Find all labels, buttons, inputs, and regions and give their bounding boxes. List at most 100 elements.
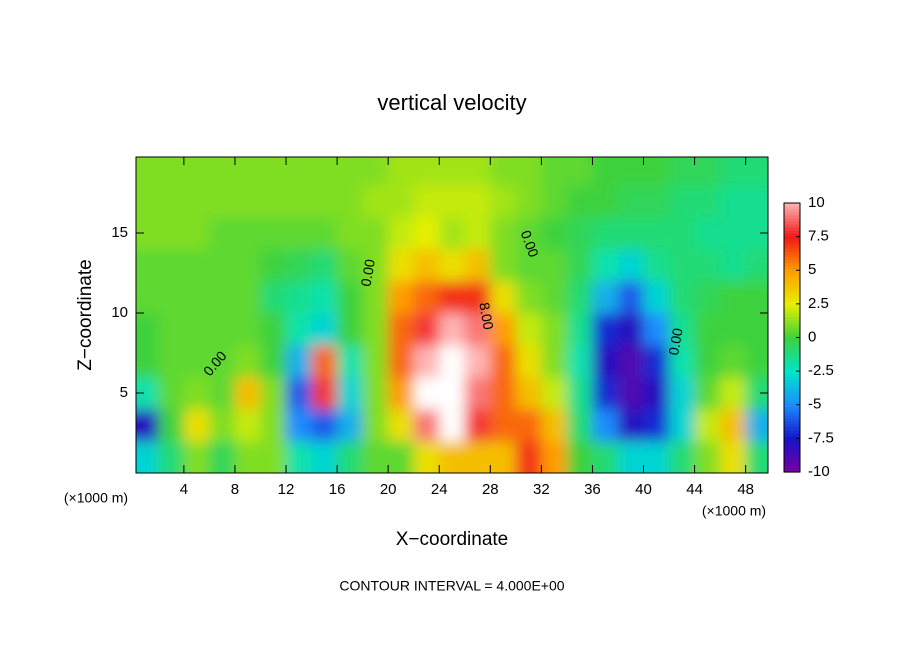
field-cell [413,345,440,378]
colorbar-swatch [784,316,800,321]
field-cell [541,217,568,250]
field-cell [158,345,185,378]
colorbar-swatch [784,397,800,401]
field-cell [515,377,542,410]
field-cell [260,157,287,186]
field-cell [311,345,338,378]
field-cell [234,441,261,473]
field-cell [413,281,440,314]
field-cell [413,377,440,410]
field-cell [388,185,415,218]
colorbar-tick-label: -10 [808,463,830,480]
overlay: 4 8 12 16 20 24 28 32 36 40 44 48510150.000.000.008… [111,157,834,498]
field-cell [183,281,210,314]
field-cell [490,157,517,186]
field-cell [515,281,542,314]
field-cell [643,185,670,218]
field-cell [337,345,364,378]
colorbar-tick-label: 0 [808,328,816,345]
field-cell [439,409,466,442]
field-cell [617,345,645,378]
plot-area [136,157,768,473]
x-tick-label: 4 [180,481,188,498]
field-cell [439,185,466,218]
colorbar-swatch [784,466,800,470]
field-cell [720,217,747,250]
colorbar-swatch [784,379,800,383]
colorbar-swatch [784,328,800,333]
field-cell [337,217,364,250]
field-cell [592,249,619,282]
field-cell [541,281,568,314]
field-cell [669,313,696,346]
field-cell [439,217,466,250]
field-cell [362,281,389,314]
field-cell [260,217,287,250]
field-cell [311,409,338,442]
field-cell [362,313,389,346]
colorbar-swatch [784,292,800,297]
colorbar-swatch [784,451,800,455]
field-cell [158,217,185,250]
colorbar-swatch [784,346,800,351]
field-cell [234,345,261,378]
colorbar-tick-label: -5 [808,396,821,413]
field-cell [183,377,210,410]
colorbar-swatch [784,439,800,443]
colorbar-swatch [784,340,800,345]
field-cell [183,249,210,282]
colorbar-swatch [784,226,800,231]
field-cell [490,185,517,218]
x-tick-label: 20 [380,481,397,498]
colorbar-swatch [784,433,800,437]
x-tick-label: 40 [635,481,652,498]
colorbar-swatch [784,217,800,222]
field-cell [362,377,389,410]
field-cell [694,377,721,410]
field-cell [311,217,338,250]
colorbar-swatch [784,358,800,363]
field-cell [720,281,747,314]
field-cell [643,377,670,410]
field-cell [234,249,261,282]
field-cell [234,409,261,442]
x-tick-label: 48 [737,481,754,498]
colorbar-swatch [784,382,800,386]
x-tick-label: 32 [533,481,550,498]
field-cell [158,441,185,473]
field-cell [720,313,747,346]
x-unit-label: (×1000 m) [64,490,128,506]
field-cell [464,281,491,314]
colorbar-swatch [784,238,800,243]
field-cell [136,441,159,473]
colorbar-swatch [784,271,800,276]
field-cell [337,249,364,282]
field-cell [413,313,440,346]
colorbar-swatch [784,409,800,413]
field-cell [669,281,696,314]
colorbar-swatch [784,442,800,446]
field-cell [337,441,364,473]
colorbar-swatch [784,445,800,449]
colorbar-swatch [784,256,800,261]
field-cell [566,409,593,442]
colorbar-swatch [784,415,800,419]
field-cell [464,313,491,346]
field-cell [566,345,593,378]
colorbar-tick-label: 10 [808,194,825,211]
field-cell [592,217,619,250]
field-cell [515,157,542,186]
field-cell [158,249,185,282]
colorbar-swatch [784,220,800,225]
x-tick-label: 36 [584,481,601,498]
field-cell [541,377,568,410]
field-cell [183,441,210,473]
field-cell [464,157,491,186]
field-cell [617,441,645,473]
colorbar-swatch [784,250,800,255]
field-cell [311,441,338,473]
field-cell [617,217,645,250]
field-cell [158,281,185,314]
x-tick-label: 44 [686,481,703,498]
field-cell [464,345,491,378]
